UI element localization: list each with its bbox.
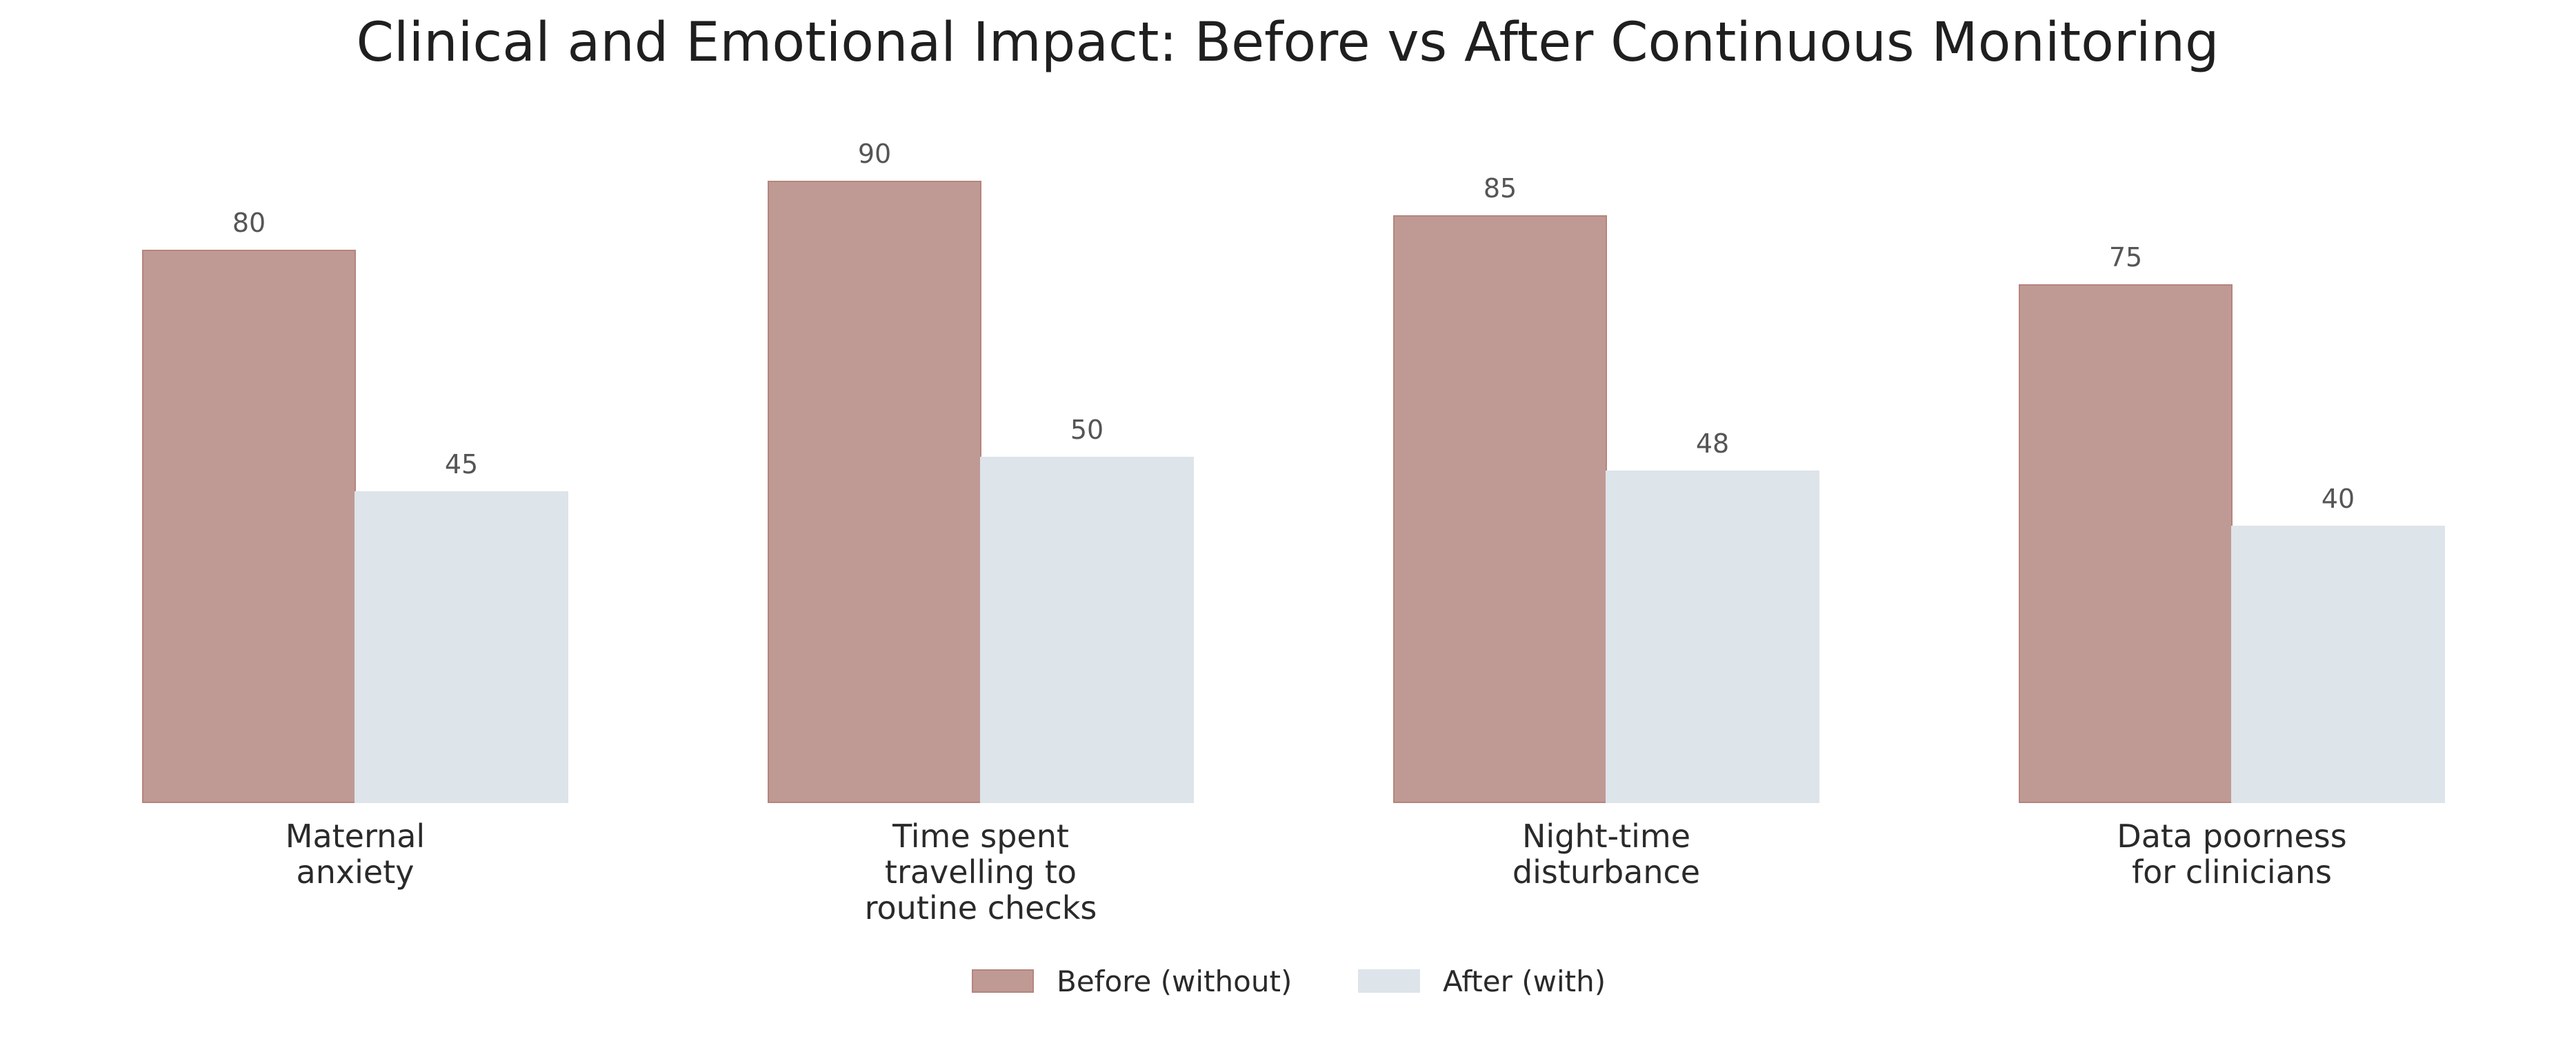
x-tick-label-2: Night-time disturbance bbox=[1512, 818, 1700, 891]
value-label-after-1: 50 bbox=[1070, 415, 1104, 445]
x-tick-labels: Maternal anxiety Time spent travelling to ro… bbox=[286, 818, 2347, 927]
x-tick-label-line: anxiety bbox=[297, 853, 415, 891]
bar-before-1 bbox=[768, 181, 981, 803]
legend-label-1: After (with) bbox=[1443, 964, 1606, 998]
bar-before-0 bbox=[142, 250, 356, 803]
value-label-after-0: 45 bbox=[445, 449, 478, 479]
value-label-before-1: 90 bbox=[858, 139, 891, 169]
x-tick-label-1: Time spent travelling to routine checks bbox=[865, 818, 1097, 927]
value-label-before-2: 85 bbox=[1484, 173, 1517, 204]
bar-before-3 bbox=[2019, 284, 2233, 803]
bar-after-0 bbox=[355, 491, 568, 803]
legend: Before (without) After (with) bbox=[972, 964, 1606, 998]
value-label-before-3: 75 bbox=[2109, 242, 2142, 273]
bars-layer bbox=[142, 181, 2445, 803]
legend-label-0: Before (without) bbox=[1057, 964, 1292, 998]
x-tick-label-line: disturbance bbox=[1512, 853, 1700, 891]
bar-after-3 bbox=[2231, 526, 2445, 803]
x-tick-label-line: Maternal bbox=[286, 818, 425, 855]
bar-after-1 bbox=[980, 457, 1194, 803]
legend-swatch-1 bbox=[1358, 969, 1420, 993]
x-tick-label-line: Night-time bbox=[1522, 818, 1690, 855]
value-label-after-2: 48 bbox=[1696, 428, 1729, 459]
bar-after-2 bbox=[1606, 471, 1819, 803]
x-tick-label-line: travelling to bbox=[885, 853, 1077, 891]
x-tick-label-line: routine checks bbox=[865, 889, 1097, 927]
x-tick-label-3: Data poorness for clinicians bbox=[2117, 818, 2346, 891]
legend-swatch-0 bbox=[972, 969, 1034, 993]
x-tick-label-0: Maternal anxiety bbox=[286, 818, 425, 891]
bar-before-2 bbox=[1393, 215, 1607, 803]
value-label-before-0: 80 bbox=[232, 208, 266, 238]
x-tick-label-line: Time spent bbox=[892, 818, 1069, 855]
x-tick-label-line: for clinicians bbox=[2132, 853, 2332, 891]
value-labels-layer: 80 45 90 50 85 48 75 40 bbox=[232, 139, 2355, 514]
value-label-after-3: 40 bbox=[2322, 484, 2355, 514]
x-tick-label-line: Data poorness bbox=[2117, 818, 2346, 855]
chart-title: Clinical and Emotional Impact: Before vs… bbox=[356, 12, 2219, 74]
